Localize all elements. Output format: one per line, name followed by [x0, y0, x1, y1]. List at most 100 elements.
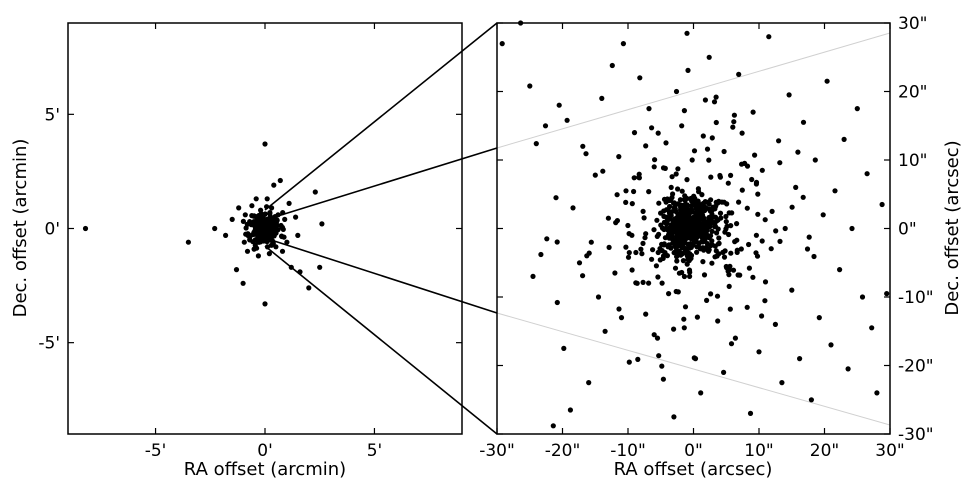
right-halo-point-615	[726, 283, 732, 289]
right-core-point-253	[667, 203, 673, 210]
right-halo-point-599	[675, 166, 681, 172]
left-core-point-160	[281, 234, 287, 240]
right-point-7	[544, 236, 550, 242]
right-halo-point-602	[789, 204, 795, 210]
right-halo-point-584	[625, 222, 631, 229]
right-point-63	[715, 318, 721, 324]
left-point-20	[266, 251, 272, 257]
right-halo-point-604	[750, 274, 756, 280]
right-halo-point-601	[739, 187, 745, 193]
right-halo-point-702	[656, 353, 662, 359]
right-point-28	[618, 315, 625, 321]
right-halo-point-645	[737, 272, 743, 278]
right-halo-point-682	[709, 135, 715, 141]
right-halo-point-556	[651, 227, 657, 233]
right-halo-point-666	[729, 210, 735, 216]
right-core-point-537	[682, 229, 689, 235]
right-point-24	[605, 215, 612, 221]
left-core-point-176	[278, 222, 284, 229]
right-halo-point-570	[660, 165, 667, 171]
right-point-82	[772, 321, 779, 327]
right-halo-point-652	[713, 94, 719, 100]
right-core-point-547	[685, 234, 691, 240]
right-halo-point-663	[746, 265, 753, 271]
right-core-point-419	[654, 233, 660, 239]
left-point-37	[319, 221, 325, 227]
right-point-20	[592, 172, 598, 178]
right-point-62	[711, 99, 718, 105]
right-point-88	[793, 184, 799, 190]
right-point-8	[550, 423, 556, 429]
right-halo-point-639	[646, 189, 652, 195]
right-core-point-355	[706, 201, 712, 207]
right-core-point-499	[700, 212, 706, 218]
left-core-point-254	[262, 211, 268, 217]
right-point-58	[700, 133, 706, 139]
right-core-point-236	[676, 270, 683, 276]
right-halo-point-555	[623, 199, 629, 205]
right-core-point-520	[673, 235, 680, 241]
right-point-60	[706, 54, 712, 60]
right-x-tick-label: -20"	[545, 441, 581, 461]
left-core-point-232	[256, 212, 262, 219]
left-point-17	[262, 141, 268, 147]
right-halo-point-571	[687, 269, 693, 275]
right-point-66	[723, 219, 729, 225]
right-y-tick-label: 20"	[898, 83, 927, 103]
right-halo-point-560	[580, 273, 586, 279]
right-halo-point-698	[716, 251, 722, 257]
left-point-36	[317, 264, 323, 270]
right-y-tick-label: 0"	[898, 220, 917, 240]
right-point-105	[864, 171, 870, 177]
right-halo-point-589	[702, 97, 709, 103]
right-panel: -30" -20" -10" 0" 10" 20" 30" 30" 20" 10" 0" -10" -2…	[479, 14, 963, 480]
right-point-41	[654, 335, 661, 341]
right-halo-point-590	[726, 231, 732, 238]
right-core-point-299	[709, 260, 715, 266]
left-core-point-249	[252, 228, 258, 234]
right-halo-point-671	[684, 253, 691, 259]
right-core-point-365	[684, 195, 690, 201]
right-halo-point-585	[651, 332, 657, 338]
right-halo-point-687	[736, 199, 742, 205]
right-core-point-509	[659, 241, 665, 247]
right-core-point-381	[714, 230, 720, 236]
right-halo-point-714	[685, 215, 691, 221]
right-halo-point-608	[762, 217, 768, 223]
left-core-point-244	[262, 223, 268, 229]
right-halo-point-659	[731, 119, 737, 125]
right-halo-point-633	[728, 172, 734, 178]
right-point-47	[671, 414, 677, 420]
left-core-point-245	[252, 224, 258, 230]
right-halo-point-552	[759, 313, 765, 319]
right-core-point-494	[690, 218, 696, 224]
right-point-83	[776, 138, 782, 144]
right-halo-point-593	[691, 148, 698, 154]
right-point-2	[527, 83, 533, 89]
right-core-point-159	[672, 265, 679, 271]
right-core-point-276	[657, 246, 663, 252]
right-halo-point-625	[684, 177, 690, 183]
left-point-29	[286, 200, 292, 206]
right-x-tick-label: -10"	[610, 441, 646, 461]
right-points	[499, 20, 890, 429]
right-halo-point-688	[725, 268, 731, 274]
right-core-point-546	[692, 210, 699, 216]
right-halo-point-717	[721, 148, 727, 155]
left-core-point-256	[273, 225, 279, 232]
right-halo-point-718	[694, 225, 701, 231]
right-point-13	[564, 117, 570, 123]
right-core-point-531	[665, 227, 671, 233]
right-core-point-206	[674, 258, 680, 264]
left-point-26	[279, 248, 286, 254]
right-halo-point-637	[752, 152, 758, 158]
right-halo-point-566	[672, 223, 678, 229]
right-halo-point-588	[700, 225, 706, 231]
left-core-point-164	[244, 221, 250, 227]
right-point-92	[808, 397, 815, 403]
left-point-15	[255, 253, 261, 259]
right-point-35	[637, 75, 643, 81]
right-point-101	[845, 366, 851, 372]
left-x-tick-label: 5'	[367, 441, 383, 461]
